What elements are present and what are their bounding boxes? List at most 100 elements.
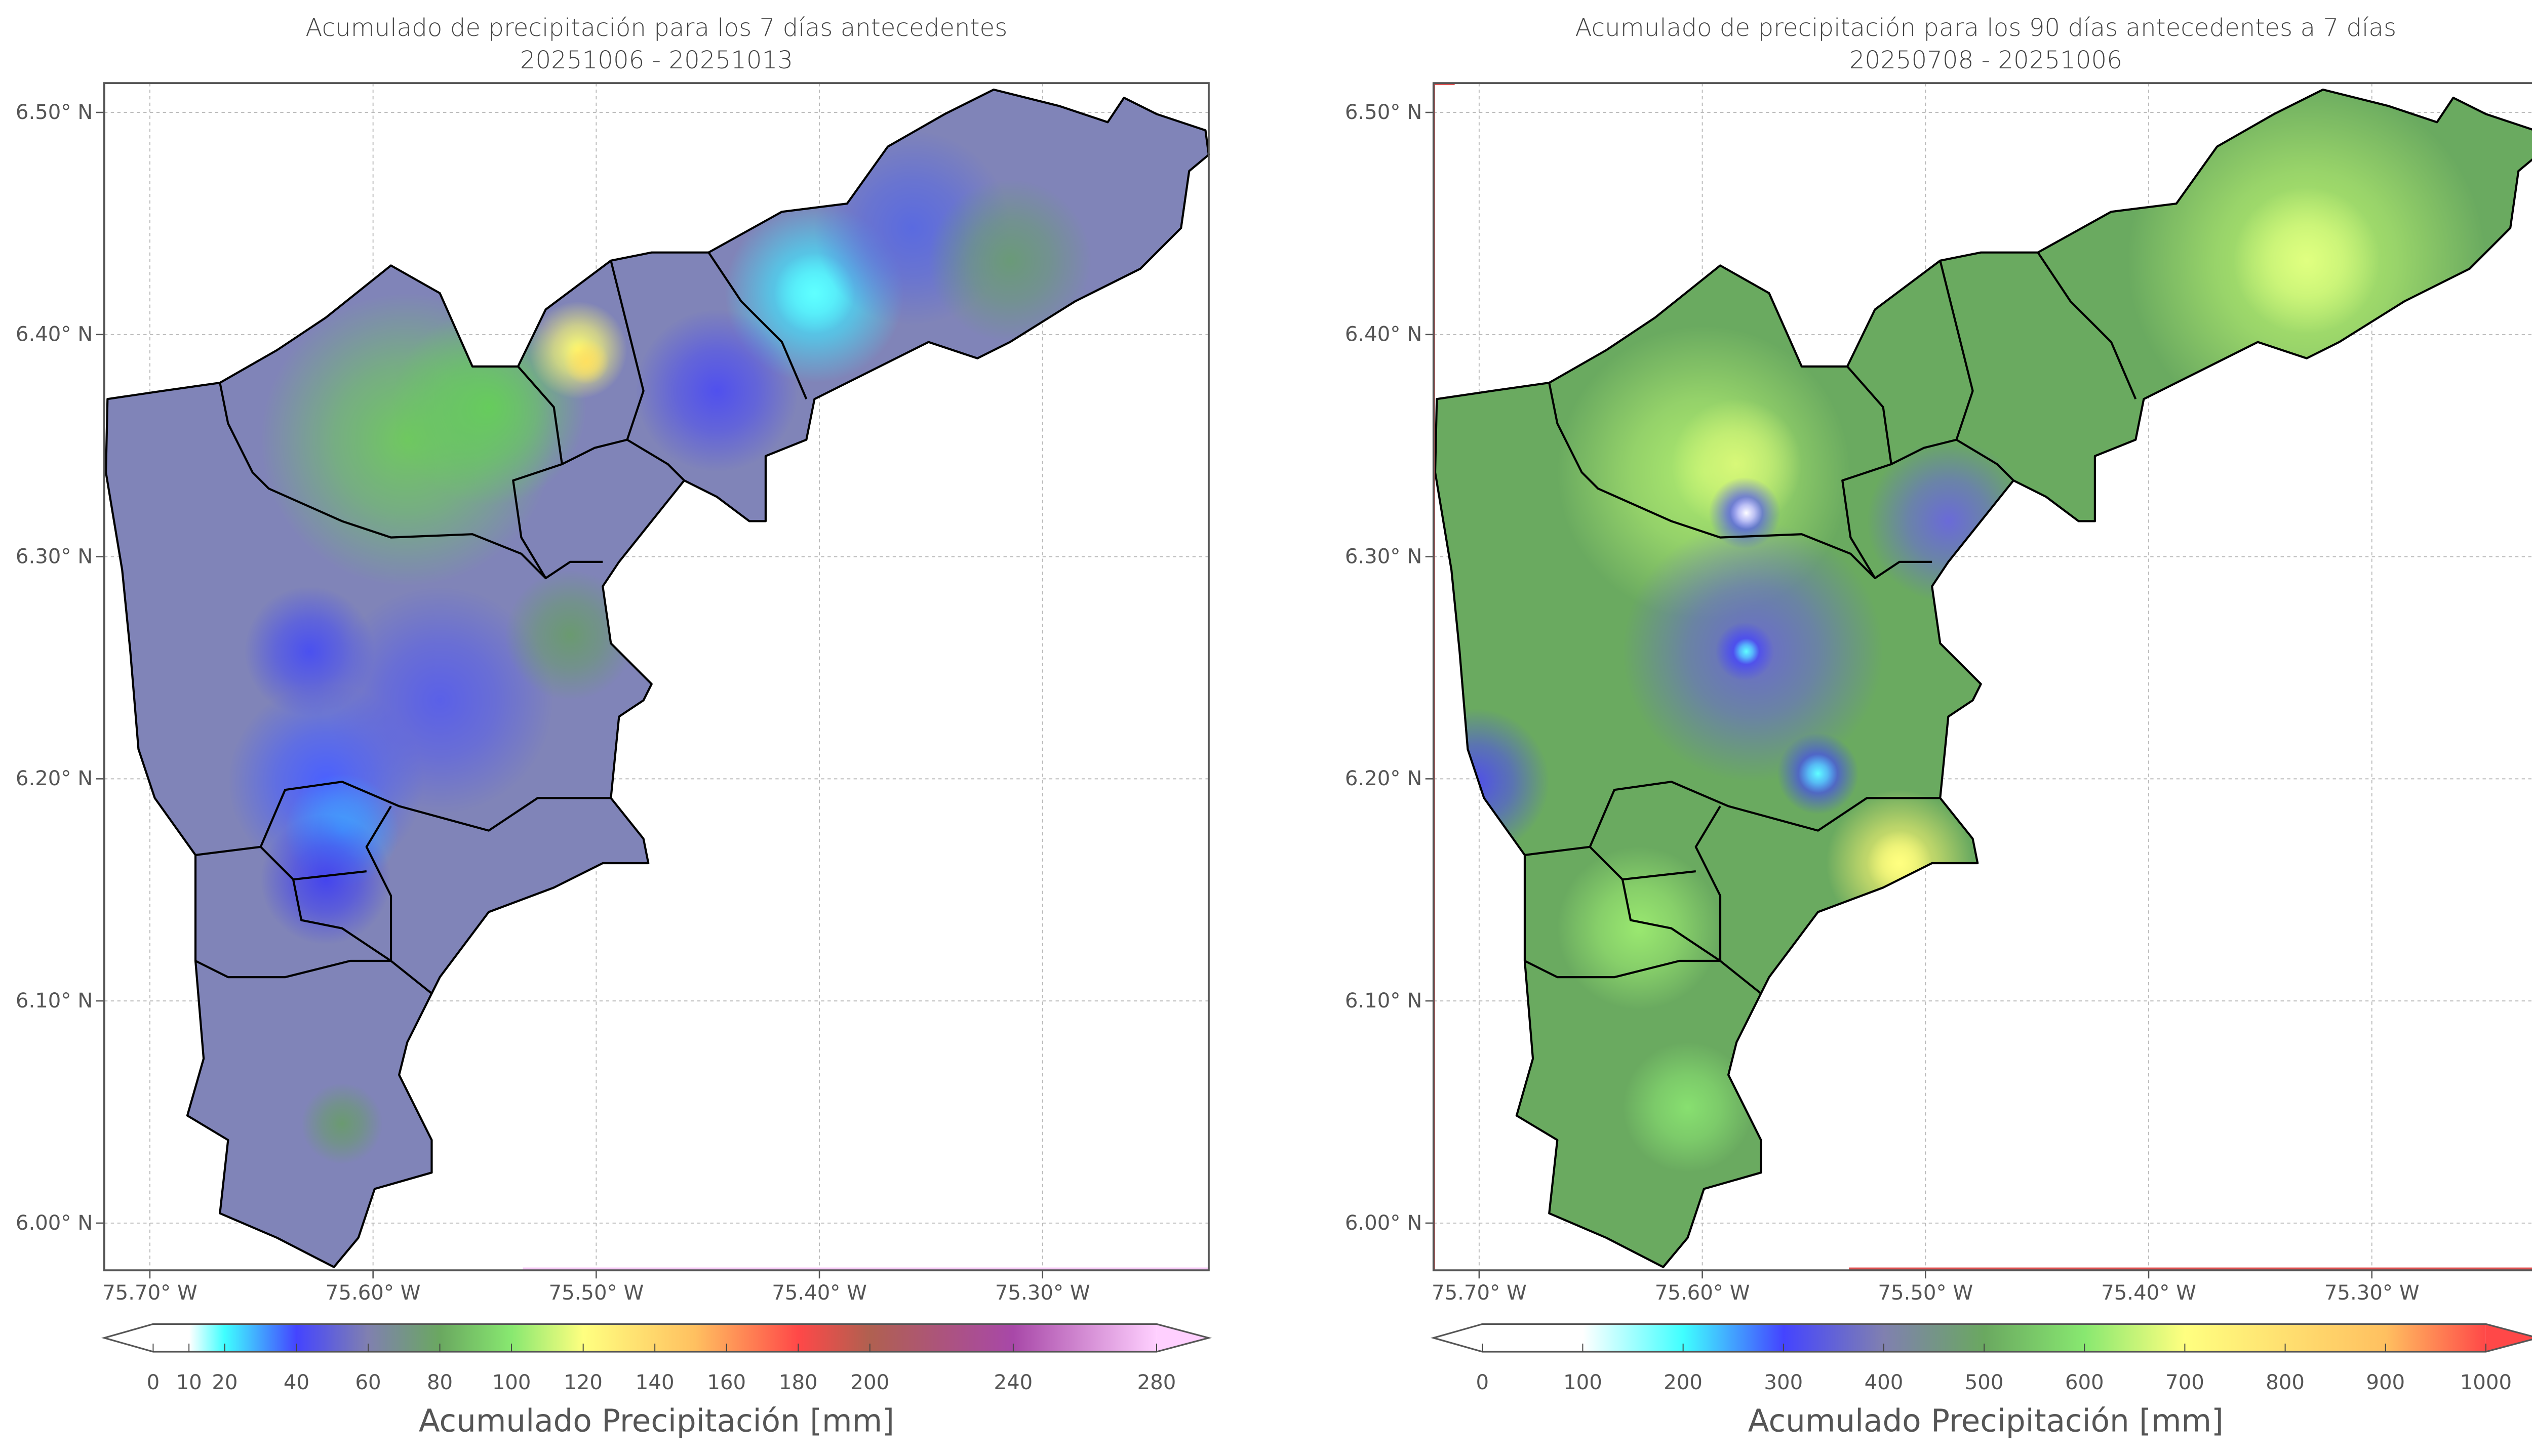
precipitation-anomaly: [1557, 846, 1720, 1010]
lon-tick-label: 75.30° W: [2324, 1281, 2420, 1305]
colorbar: 0 10 20 40 60 80 100 120 140 160 180 200 240 280: [101, 1323, 1212, 1394]
municipality-boundary: [260, 846, 432, 994]
panel-7-days: Acumulado de precipitación para los 7 dí…: [16, 14, 1212, 1439]
municipality-boundary: [1841, 366, 1932, 580]
colorbar-tick-label: 900: [2366, 1371, 2405, 1394]
lat-tick-label: 6.20° N: [1345, 767, 1422, 790]
colorbar-tick-label: 20: [212, 1371, 238, 1394]
precipitation-anomaly: [301, 1083, 383, 1165]
panel-title: Acumulado de precipitación para los 90 d…: [1575, 14, 2397, 42]
colorbar-outline: [1430, 1323, 2532, 1353]
colorbar-tick-label: 500: [1965, 1371, 2004, 1394]
precipitation-anomaly: [1867, 830, 1932, 896]
lat-tick-label: 6.50° N: [16, 101, 93, 124]
colorbar-tick-label: 240: [994, 1371, 1033, 1394]
colorbar-tick-label: 0: [1476, 1371, 1489, 1394]
colorbar-tick-label: 80: [427, 1371, 453, 1394]
panel-90-days: Acumulado de precipitación para los 90 d…: [1345, 14, 2532, 1439]
municipality-boundary: [219, 382, 547, 579]
lon-tick-label: 75.60° W: [326, 1281, 421, 1305]
lon-tick-label: 75.50° W: [548, 1281, 644, 1305]
map-frame: [103, 82, 1210, 1272]
municipality-boundary: [512, 366, 603, 580]
lat-tick-label: 6.10° N: [16, 989, 93, 1013]
colorbar-tick-label: 160: [707, 1371, 746, 1394]
municipality-boundary: [707, 252, 808, 400]
municipality-boundary: [610, 260, 685, 481]
lat-tick-label: 6.10° N: [1345, 989, 1422, 1013]
colorbar-label: Acumulado Precipitación [mm]: [419, 1403, 894, 1439]
precipitation-anomaly: [635, 309, 799, 472]
colorbar-outline: [101, 1323, 1212, 1353]
lon-tick-label: 75.30° W: [995, 1281, 1090, 1305]
municipality-boundary: [195, 959, 391, 979]
colorbar-tick-label: 600: [2065, 1371, 2104, 1394]
colorbar-tick-label: 700: [2165, 1371, 2204, 1394]
colorbar-extend-max: [2485, 1324, 2532, 1352]
precipitation-anomaly: [1622, 1042, 1753, 1173]
colorbar-tick-label: 180: [779, 1371, 818, 1394]
colorbar-tick-label: 0: [147, 1371, 160, 1394]
colorbar-tick-label: 1000: [2460, 1371, 2512, 1394]
colorbar-tick-label: 800: [2266, 1371, 2305, 1394]
municipality-boundary: [561, 438, 627, 465]
municipality-boundary: [1524, 959, 1720, 979]
map-frame: [1432, 82, 2532, 1272]
lat-tick-label: 6.30° N: [1345, 545, 1422, 568]
colorbar-extend-min: [1433, 1324, 1483, 1352]
municipality-boundary: [1589, 846, 1762, 994]
colorbar-tick-label: 300: [1764, 1371, 1803, 1394]
colorbar-tick-label: 200: [850, 1371, 889, 1394]
lon-tick-label: 75.40° W: [772, 1281, 867, 1305]
lat-tick-label: 6.50° N: [1345, 101, 1422, 124]
colorbar-tick-label: 280: [1137, 1371, 1176, 1394]
colorbar-tick-label: 100: [492, 1371, 531, 1394]
colorbar-tick-label: 100: [1563, 1371, 1602, 1394]
municipality-boundary: [2037, 252, 2137, 400]
precipitation-anomaly: [1730, 497, 1763, 530]
colorbar-tick-label: 200: [1664, 1371, 1703, 1394]
colorbar-label: Acumulado Precipitación [mm]: [1748, 1403, 2224, 1439]
municipality-boundary: [1524, 781, 1941, 856]
precipitation-anomaly: [1733, 638, 1760, 665]
panel-title: Acumulado de precipitación para los 7 dí…: [305, 14, 1007, 42]
municipality-boundary: [293, 870, 367, 881]
precipitation-anomaly: [564, 339, 610, 385]
municipality-boundary: [365, 805, 392, 961]
lon-tick-label: 75.70° W: [102, 1281, 197, 1305]
municipality-boundary: [195, 781, 611, 856]
colorbar: 0 100 200 300 400 500 600 700 800 900 1000: [1430, 1323, 2532, 1394]
municipality-boundary: [1622, 870, 1696, 881]
lat-tick-label: 6.20° N: [16, 767, 93, 790]
colorbar-tick-label: 40: [284, 1371, 309, 1394]
region-fill: [1434, 88, 2532, 1268]
precipitation-anomaly: [1435, 708, 1550, 855]
panel-subtitle-dates: 20251006 - 20251013: [520, 46, 793, 74]
lat-tick-label: 6.30° N: [16, 545, 93, 568]
municipality-boundary: [1890, 438, 1957, 465]
colorbar-tick-label: 10: [176, 1371, 202, 1394]
colorbar-tick-label: 140: [636, 1371, 675, 1394]
lat-tick-label: 6.00° N: [1345, 1211, 1422, 1235]
precipitation-anomaly: [2233, 187, 2380, 334]
lon-tick-label: 75.40° W: [2101, 1281, 2196, 1305]
precipitation-anomaly: [1798, 754, 1838, 793]
municipality-boundary: [1939, 260, 2014, 481]
region-fill: [105, 88, 1210, 1268]
lat-tick-label: 6.00° N: [16, 1211, 93, 1235]
colorbar-tick-label: 60: [355, 1371, 381, 1394]
colorbar-tick-label: 120: [564, 1371, 603, 1394]
colorbar-extend-min: [104, 1324, 153, 1352]
precipitation-anomaly: [505, 570, 636, 701]
lon-tick-label: 75.60° W: [1655, 1281, 1750, 1305]
lon-tick-label: 75.50° W: [1878, 1281, 1973, 1305]
lat-tick-label: 6.40° N: [16, 323, 93, 346]
colorbar-extend-max: [1156, 1324, 1209, 1352]
municipality-boundary: [1548, 382, 1876, 579]
municipality-boundary: [1694, 805, 1722, 961]
precipitation-map: 75.70° W 75.60° W 75.50° W 75.40° W 75.30° W…: [1345, 82, 2532, 1305]
precipitation-map: 75.70° W 75.60° W 75.50° W 75.40° W 75.30° W…: [16, 82, 1210, 1305]
panel-subtitle-dates: 20250708 - 20251006: [1849, 46, 2122, 74]
lon-tick-label: 75.70° W: [1432, 1281, 1527, 1305]
